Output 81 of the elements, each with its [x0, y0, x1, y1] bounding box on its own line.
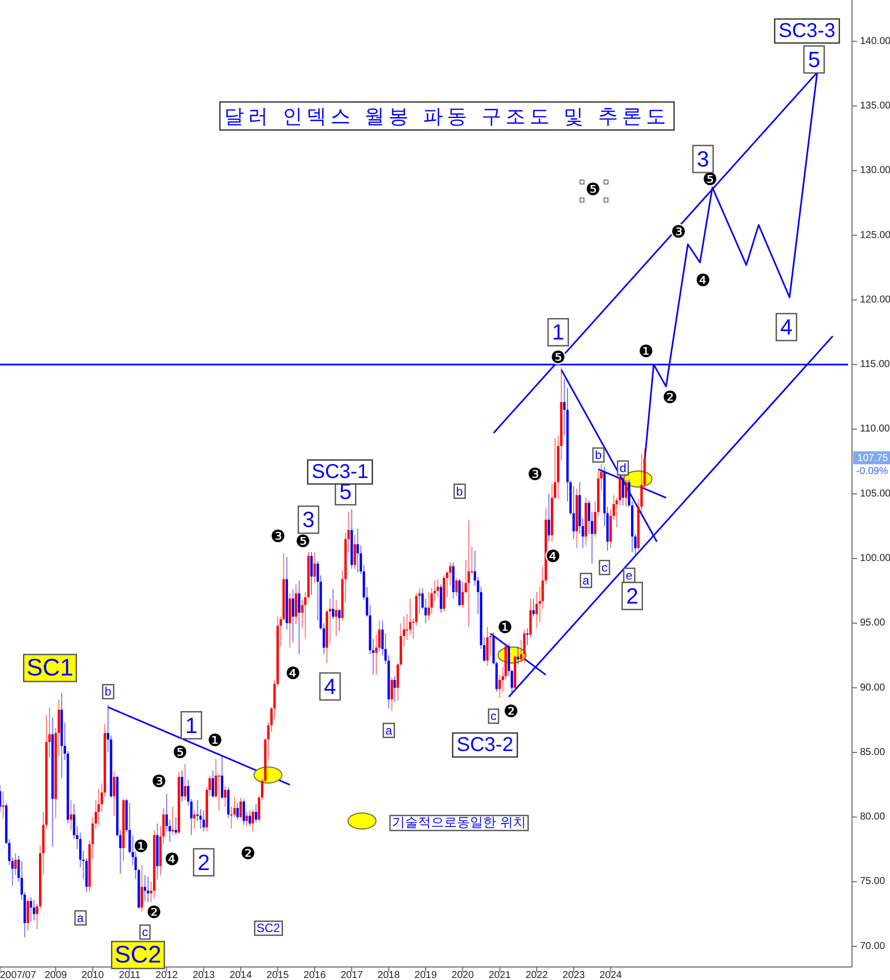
y-tick-label: 125.00 [860, 230, 890, 241]
annotation: a [76, 910, 84, 925]
y-tick-label: 120.00 [860, 294, 890, 306]
y-tick-label: 90.00 [860, 682, 886, 694]
annotation: SC2 [114, 942, 162, 968]
x-tick-label: 2010 [82, 970, 104, 980]
text: -0.09% [856, 466, 888, 477]
x-tick-label: 2023 [562, 970, 586, 980]
x-tick-label: 2014 [230, 970, 252, 980]
y-tick-label: 115.00 [860, 359, 890, 370]
annotation: SC2 [256, 921, 280, 936]
text: 달러 인덱스 월봉 파동 구조도 및 추론도 [224, 104, 670, 128]
x-tick-label: 2017 [340, 970, 364, 980]
annotation: 1 [552, 320, 564, 345]
annotation: e [626, 568, 633, 582]
x-tick-label: 2007/07 [0, 970, 37, 980]
annotation: ❺ [702, 170, 718, 190]
y-tick-label: 85.00 [860, 746, 886, 758]
x-tick-label: 2009 [44, 970, 68, 980]
annotation: ❶ [638, 342, 654, 362]
y-tick-label: 75.00 [860, 876, 886, 888]
annotation: ❺ [585, 180, 601, 200]
x-tick-label: 2011 [118, 970, 141, 980]
y-tick-label: 135.00 [860, 100, 890, 112]
annotation: 2 [198, 850, 210, 875]
annotation: ❶ [207, 731, 223, 751]
annotation: ❶ [133, 837, 149, 857]
annotation: 5 [808, 46, 820, 72]
annotation: ❷ [662, 388, 678, 408]
y-tick-label: 110.00 [860, 424, 890, 435]
annotation: c [142, 925, 148, 940]
annotation: ❶ [497, 618, 513, 638]
annotation: 3 [302, 507, 315, 532]
x-tick-label: 2016 [304, 970, 326, 980]
annotation: SC1 [26, 654, 74, 682]
annotation: d [620, 460, 626, 475]
annotation: 2 [626, 583, 638, 608]
x-tick-label: 2019 [414, 970, 438, 980]
annotation: ❹ [164, 850, 180, 870]
x-tick-label: 2024 [600, 970, 622, 980]
annotation: 3 [696, 146, 710, 172]
annotation: SC3-1 [312, 461, 368, 483]
annotation: SC3-2 [456, 734, 514, 756]
annotation: a [385, 723, 392, 738]
annotation: ❺ [295, 532, 311, 552]
x-tick-label: 2018 [378, 970, 400, 980]
annotation: ❷ [503, 702, 519, 722]
y-tick-label: 140.00 [860, 36, 890, 47]
y-tick-label: 105.00 [860, 488, 890, 500]
annotation: a [582, 573, 590, 588]
y-tick-label: 70.00 [860, 940, 886, 952]
annotation: b [104, 684, 112, 699]
x-tick-label: 2022 [526, 970, 548, 980]
annotation: ❺ [172, 743, 188, 763]
y-tick-label: 130.00 [860, 165, 890, 176]
annotation: SC3-3 [778, 20, 836, 42]
x-tick-label: 2012 [156, 970, 178, 980]
annotation: 4 [324, 674, 336, 699]
annotation: ❸ [270, 527, 286, 547]
annotation: ❷ [146, 903, 162, 923]
x-tick-label: 2013 [192, 970, 216, 980]
annotation: ❸ [151, 772, 167, 792]
y-tick-label: 100.00 [860, 552, 890, 564]
annotation: 1 [185, 712, 198, 738]
annotation: b [594, 448, 602, 462]
annotation: 기술적으로동일한 위치 [392, 816, 526, 830]
text: 107.75 [857, 452, 888, 464]
annotation: ❹ [695, 271, 711, 291]
annotation: c [601, 560, 608, 575]
annotation: c [490, 709, 497, 724]
x-tick-label: 2021 [488, 970, 512, 980]
x-tick-label: 2015 [266, 970, 290, 980]
annotation: ❷ [240, 844, 256, 864]
y-tick-label: 95.00 [860, 618, 886, 629]
annotation: b [456, 484, 464, 498]
annotation: ❹ [285, 664, 301, 684]
annotation: ❸ [527, 465, 543, 485]
annotation: ❸ [670, 222, 686, 243]
annotation: 4 [780, 314, 793, 340]
y-tick-label: 80.00 [860, 812, 886, 823]
x-tick-label: 2020 [452, 970, 474, 980]
